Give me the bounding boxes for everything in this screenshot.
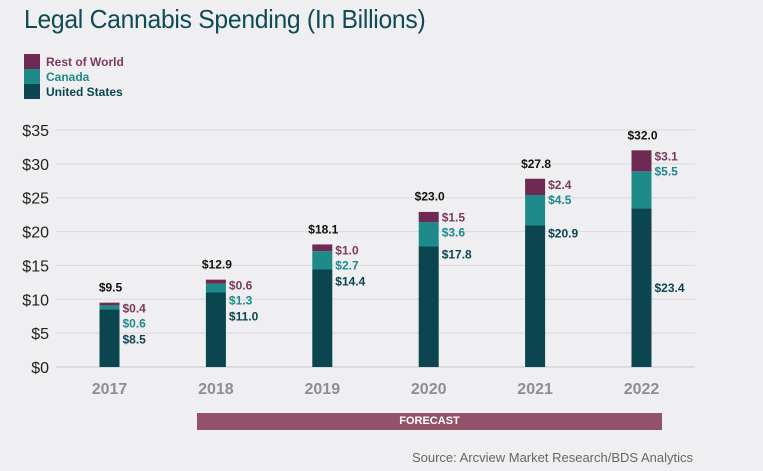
data-label-canada: $1.3	[229, 294, 253, 308]
y-tick-label: $30	[22, 157, 49, 174]
bar-segment-united-states	[631, 208, 652, 367]
data-label-rest-of-world: $0.4	[123, 302, 147, 316]
legend-label-canada: Canada	[46, 69, 90, 84]
legend-swatch-united-states	[24, 84, 40, 99]
data-label-united-states: $11.0	[229, 310, 259, 324]
bar-segment-canada	[99, 305, 120, 310]
data-label-total: $9.5	[99, 281, 123, 295]
y-tick-label: $20	[22, 225, 49, 242]
legend: Rest of World Canada United States	[24, 54, 124, 99]
forecast-bar: FORECAST	[197, 413, 662, 430]
legend-item-canada: Canada	[24, 69, 124, 84]
data-label-united-states: $8.5	[123, 333, 147, 347]
data-label-rest-of-world: $1.0	[335, 243, 359, 257]
data-label-canada: $5.5	[655, 164, 679, 178]
x-axis: 2017 2018 2019 2020 2021 2022	[92, 381, 660, 398]
bar-segment-canada	[205, 283, 226, 293]
bar-segment-rest-of-world	[631, 150, 652, 172]
data-label-rest-of-world: $1.5	[442, 210, 466, 224]
data-label-united-states: $14.4	[335, 274, 365, 288]
y-tick-label: $10	[22, 292, 49, 309]
x-tick-label: 2021	[517, 381, 553, 398]
data-label-rest-of-world: $2.4	[548, 178, 572, 192]
bar-segment-canada	[631, 171, 652, 209]
data-label-total: $18.1	[308, 222, 338, 236]
source-note: Source: Arcview Market Research/BDS Anal…	[411, 450, 693, 465]
bar-segment-united-states	[99, 309, 120, 367]
data-label-total: $32.0	[627, 128, 657, 142]
bar-segment-rest-of-world	[525, 178, 546, 196]
bar-segment-canada	[418, 222, 439, 247]
data-label-canada: $0.6	[123, 317, 147, 331]
bar-segment-united-states	[418, 246, 439, 367]
data-label-united-states: $23.4	[655, 281, 685, 295]
data-label-rest-of-world: $3.1	[655, 149, 679, 163]
y-tick-label: $15	[22, 258, 49, 275]
x-tick-label: 2019	[305, 381, 341, 398]
x-tick-label: 2020	[411, 381, 447, 398]
y-tick-label: $25	[22, 191, 49, 208]
bar-segment-rest-of-world	[99, 302, 120, 306]
data-label-total: $23.0	[415, 189, 445, 203]
data-label-total: $27.8	[521, 157, 551, 171]
legend-label-rest-of-world: Rest of World	[46, 54, 124, 69]
bar-segment-united-states	[525, 225, 546, 367]
bar-segment-rest-of-world	[205, 279, 226, 284]
data-label-canada: $2.7	[335, 258, 359, 272]
chart-title: Legal Cannabis Spending (In Billions)	[24, 4, 426, 34]
bar-segment-canada	[525, 195, 546, 226]
data-label-united-states: $17.8	[442, 247, 472, 261]
bar-segment-united-states	[205, 292, 226, 367]
x-tick-label: 2018	[198, 381, 234, 398]
data-label-canada: $3.6	[442, 225, 466, 239]
y-tick-label: $5	[31, 326, 49, 343]
legend-item-rest-of-world: Rest of World	[24, 54, 124, 69]
legend-label-united-states: United States	[46, 84, 123, 99]
data-label-united-states: $20.9	[548, 226, 578, 240]
data-label-rest-of-world: $0.6	[229, 279, 253, 293]
legend-swatch-canada	[24, 69, 40, 84]
data-label-total: $12.9	[202, 258, 232, 272]
y-tick-label: $35	[22, 123, 49, 140]
y-tick-label: $0	[31, 360, 49, 377]
legend-swatch-rest-of-world	[24, 54, 40, 69]
legend-item-united-states: United States	[24, 84, 124, 99]
data-labels: $0.4$0.6$8.5$9.5 $0.6$1.3$11.0$12.9$1.0$2…	[99, 128, 685, 346]
data-label-canada: $4.5	[548, 193, 572, 207]
x-tick-label: 2022	[624, 381, 660, 398]
x-tick-label: 2017	[92, 381, 128, 398]
y-axis: $0 $5 $10 $15 $20 $25 $30 $35	[22, 123, 49, 377]
bar-segment-canada	[312, 251, 333, 270]
bar-segment-rest-of-world	[418, 211, 439, 223]
bar-segment-rest-of-world	[312, 244, 333, 252]
bars	[99, 150, 652, 367]
bar-segment-united-states	[312, 269, 333, 367]
gridlines	[56, 129, 695, 368]
